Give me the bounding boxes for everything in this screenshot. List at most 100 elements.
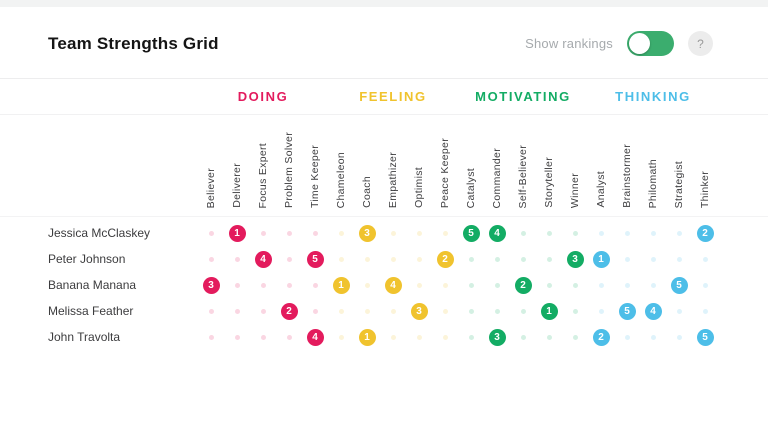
empty-dot	[598, 230, 604, 236]
column-header-empathizer: Empathizer	[380, 115, 406, 216]
page-title: Team Strengths Grid	[48, 33, 219, 53]
help-button[interactable]: ?	[688, 31, 713, 56]
grid-cell	[276, 282, 302, 288]
empty-dot	[390, 256, 396, 262]
grid-cell	[614, 282, 640, 288]
grid-rows: Jessica McClaskey 1 3 5 4 2 Peter Johnson 4 5 2 3 1…	[0, 217, 768, 350]
table-row: John Travolta 4 1 3 2 5	[0, 324, 768, 350]
grid-cell: 3	[198, 276, 224, 294]
empty-dot	[702, 282, 708, 288]
grid-cell	[432, 230, 458, 236]
app-header: Team Strengths Grid Show rankings ?	[0, 7, 768, 78]
grid-cell	[198, 334, 224, 340]
rank-badge: 2	[436, 250, 454, 268]
rank-badge: 5	[618, 302, 636, 320]
grid-cell	[666, 308, 692, 314]
empty-dot	[546, 334, 552, 340]
grid-cell	[692, 256, 718, 262]
column-header-optimist: Optimist	[406, 115, 432, 216]
empty-dot	[234, 256, 240, 262]
empty-dot	[520, 256, 526, 262]
empty-dot	[390, 230, 396, 236]
grid-cell	[354, 308, 380, 314]
grid-cell: 2	[432, 250, 458, 268]
column-header-analyst: Analyst	[588, 115, 614, 216]
grid-cell	[692, 282, 718, 288]
grid-cell	[328, 308, 354, 314]
header-controls: Show rankings ?	[525, 31, 720, 56]
column-header-label: Brainstormer	[621, 144, 633, 208]
grid-cell	[484, 308, 510, 314]
empty-dot	[676, 334, 682, 340]
empty-dot	[234, 308, 240, 314]
member-name: Banana Manana	[48, 278, 137, 292]
grid-cell	[380, 256, 406, 262]
rank-badge: 3	[488, 328, 506, 346]
table-row: Melissa Feather 2 3 1 5 4	[0, 298, 768, 324]
empty-dot	[286, 334, 292, 340]
empty-dot	[260, 334, 266, 340]
empty-dot	[624, 230, 630, 236]
column-header-strategist: Strategist	[666, 115, 692, 216]
column-header-label: Peace Keeper	[439, 137, 451, 208]
rank-badge: 1	[592, 250, 610, 268]
empty-dot	[312, 282, 318, 288]
empty-dot	[338, 308, 344, 314]
rank-badge: 3	[202, 276, 220, 294]
column-header-label: Time Keeper	[309, 144, 321, 208]
grid-cell: 4	[380, 276, 406, 294]
grid-cell	[302, 230, 328, 236]
member-name: Peter Johnson	[48, 252, 126, 266]
grid-cell: 2	[588, 328, 614, 346]
grid-cell: 5	[614, 302, 640, 320]
grid-cell	[276, 230, 302, 236]
column-header-label: Chameleon	[335, 151, 347, 208]
category-band: DOING FEELING MOTIVATING THINKING	[0, 78, 768, 115]
window-top-strip	[0, 0, 768, 7]
column-header-label: Problem Solver	[283, 132, 295, 208]
empty-dot	[468, 334, 474, 340]
empty-dot	[442, 308, 448, 314]
grid-cell: 1	[224, 224, 250, 242]
grid-cell	[328, 230, 354, 236]
grid-cell	[562, 282, 588, 288]
rank-badge: 4	[254, 250, 272, 268]
grid-cell	[302, 282, 328, 288]
grid-cell: 3	[354, 224, 380, 242]
rank-badge: 4	[306, 328, 324, 346]
column-header-commander: Commander	[484, 115, 510, 216]
grid-cell	[406, 256, 432, 262]
rank-badge: 3	[566, 250, 584, 268]
empty-dot	[650, 256, 656, 262]
grid-cell	[406, 230, 432, 236]
column-header-thinker: Thinker	[692, 115, 718, 216]
column-header-label: Coach	[361, 176, 373, 208]
grid-cell	[536, 230, 562, 236]
grid-cell	[380, 308, 406, 314]
grid-cell	[614, 334, 640, 340]
empty-dot	[416, 230, 422, 236]
grid-cell	[250, 282, 276, 288]
grid-cell: 4	[250, 250, 276, 268]
empty-dot	[364, 308, 370, 314]
empty-dot	[494, 256, 500, 262]
column-header-label: Storyteller	[543, 157, 555, 208]
empty-dot	[234, 334, 240, 340]
empty-dot	[390, 308, 396, 314]
category-label-thinking: THINKING	[615, 89, 691, 104]
empty-dot	[650, 282, 656, 288]
member-name: Jessica McClaskey	[48, 226, 151, 240]
grid-cell	[692, 308, 718, 314]
column-header-label: Believer	[205, 167, 217, 208]
grid-cell: 3	[406, 302, 432, 320]
grid-cell	[458, 282, 484, 288]
grid-cell	[562, 334, 588, 340]
column-header-believer: Believer	[198, 115, 224, 216]
grid-cell	[380, 230, 406, 236]
column-header-brainstormer: Brainstormer	[614, 115, 640, 216]
grid-cell	[640, 334, 666, 340]
show-rankings-toggle[interactable]	[627, 31, 674, 56]
grid-cell	[562, 230, 588, 236]
empty-dot	[416, 256, 422, 262]
grid-cell	[614, 230, 640, 236]
